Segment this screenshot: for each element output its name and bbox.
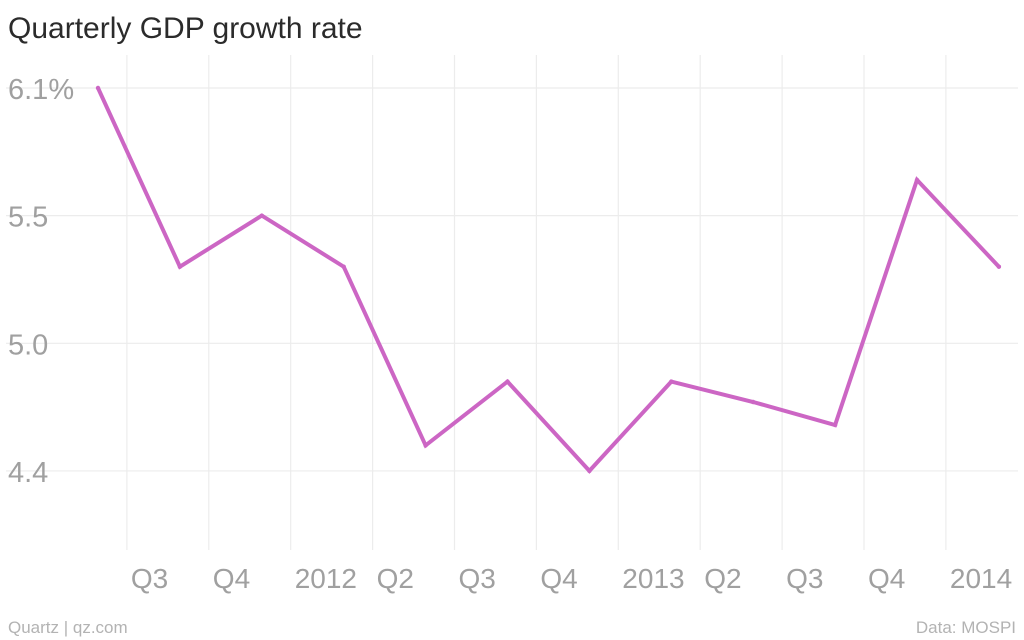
source-text: Data: MOSPI <box>915 618 1016 637</box>
x-tick-label: Q3 <box>459 563 496 594</box>
series-line <box>96 86 1001 474</box>
data-point <box>587 468 592 474</box>
x-tick-label: Q3 <box>786 563 823 594</box>
data-point <box>423 443 428 448</box>
data-point <box>177 264 183 269</box>
x-tick-label: Q4 <box>213 563 250 594</box>
data-point <box>996 264 1002 269</box>
data-point <box>505 379 510 384</box>
x-tick-label: 2013 <box>622 563 684 594</box>
x-tick-label: Q4 <box>868 563 905 594</box>
gridlines <box>6 55 1018 550</box>
series-group <box>95 85 1002 474</box>
x-tick-label: Q3 <box>131 563 168 594</box>
x-tick-label: Q2 <box>377 563 414 594</box>
x-tick-label: 2012 <box>295 563 357 594</box>
data-point <box>914 177 920 183</box>
data-point <box>95 85 101 91</box>
data-point <box>669 379 674 384</box>
x-axis: Q3 Q4 2012 Q2 Q3 Q4 2013 Q2 Q3 Q4 2014 <box>131 563 1012 594</box>
y-tick-label: 5.0 <box>8 329 48 361</box>
data-point <box>832 422 838 428</box>
y-axis: 6.1% 5.5 5.0 4.4 <box>8 74 74 489</box>
data-point <box>259 213 264 218</box>
x-tick-label: Q2 <box>704 563 741 594</box>
credit-text: Quartz | qz.com <box>8 618 128 637</box>
data-point <box>341 264 346 269</box>
y-tick-label: 4.4 <box>8 457 48 489</box>
x-tick-label: Q4 <box>540 563 577 594</box>
data-point <box>751 399 756 405</box>
x-tick-label: 2014 <box>950 563 1012 594</box>
y-tick-label: 6.1% <box>8 74 74 106</box>
chart-title: Quarterly GDP growth rate <box>8 12 363 45</box>
y-tick-label: 5.5 <box>8 202 48 234</box>
